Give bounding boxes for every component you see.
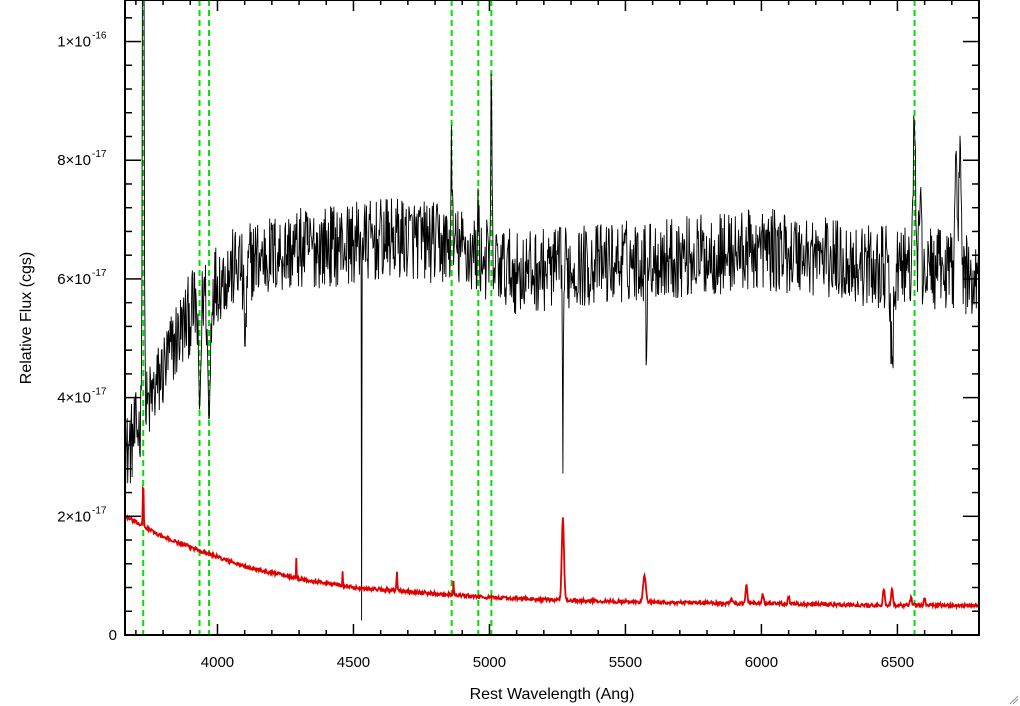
y-axis-ticks: 02×10 -174×10 -176×10 -178×10 -171×10 -16 <box>57 17 979 644</box>
resize-grip-icon[interactable] <box>1009 695 1019 705</box>
plot-frame <box>124 0 980 636</box>
x-tick-label: 6000 <box>745 654 778 671</box>
svg-text:-16: -16 <box>92 31 107 42</box>
x-tick-label: 4000 <box>201 654 234 671</box>
series-line-1 <box>125 485 979 611</box>
svg-text:8×10: 8×10 <box>57 152 91 169</box>
svg-text:-17: -17 <box>92 505 107 516</box>
svg-text:4×10: 4×10 <box>57 390 91 407</box>
svg-text:6×10: 6×10 <box>57 271 91 288</box>
y-tick-label: 8×10 -17 <box>57 149 107 169</box>
y-tick-label: 0 <box>109 627 117 644</box>
y-axis-title: Relative Flux (cgs) <box>18 252 35 384</box>
plot-area <box>125 0 979 635</box>
svg-text:1×10: 1×10 <box>57 34 91 51</box>
svg-text:-17: -17 <box>92 387 107 398</box>
x-axis-ticks: 4000 4500 5000 5500 6000 6500 <box>135 0 980 671</box>
emission-line-markers <box>142 0 916 635</box>
x-tick-label: 5000 <box>473 654 506 671</box>
y-tick-label: 1×10 -16 <box>57 31 107 51</box>
axes <box>124 0 980 636</box>
svg-text:-17: -17 <box>92 149 107 160</box>
svg-text:-17: -17 <box>92 268 107 279</box>
x-tick-label: 5500 <box>609 654 642 671</box>
x-tick-label: 6500 <box>881 654 914 671</box>
y-tick-label: 6×10 -17 <box>57 268 107 288</box>
y-tick-label: 4×10 -17 <box>57 387 107 407</box>
y-tick-label: 2×10 -17 <box>57 505 107 525</box>
series-line-0 <box>125 0 979 621</box>
svg-text:0: 0 <box>109 627 117 644</box>
svg-text:2×10: 2×10 <box>57 508 91 525</box>
series-layer <box>125 0 979 621</box>
x-axis-title: Rest Wavelength (Ang) <box>470 686 635 703</box>
x-tick-label: 4500 <box>337 654 370 671</box>
